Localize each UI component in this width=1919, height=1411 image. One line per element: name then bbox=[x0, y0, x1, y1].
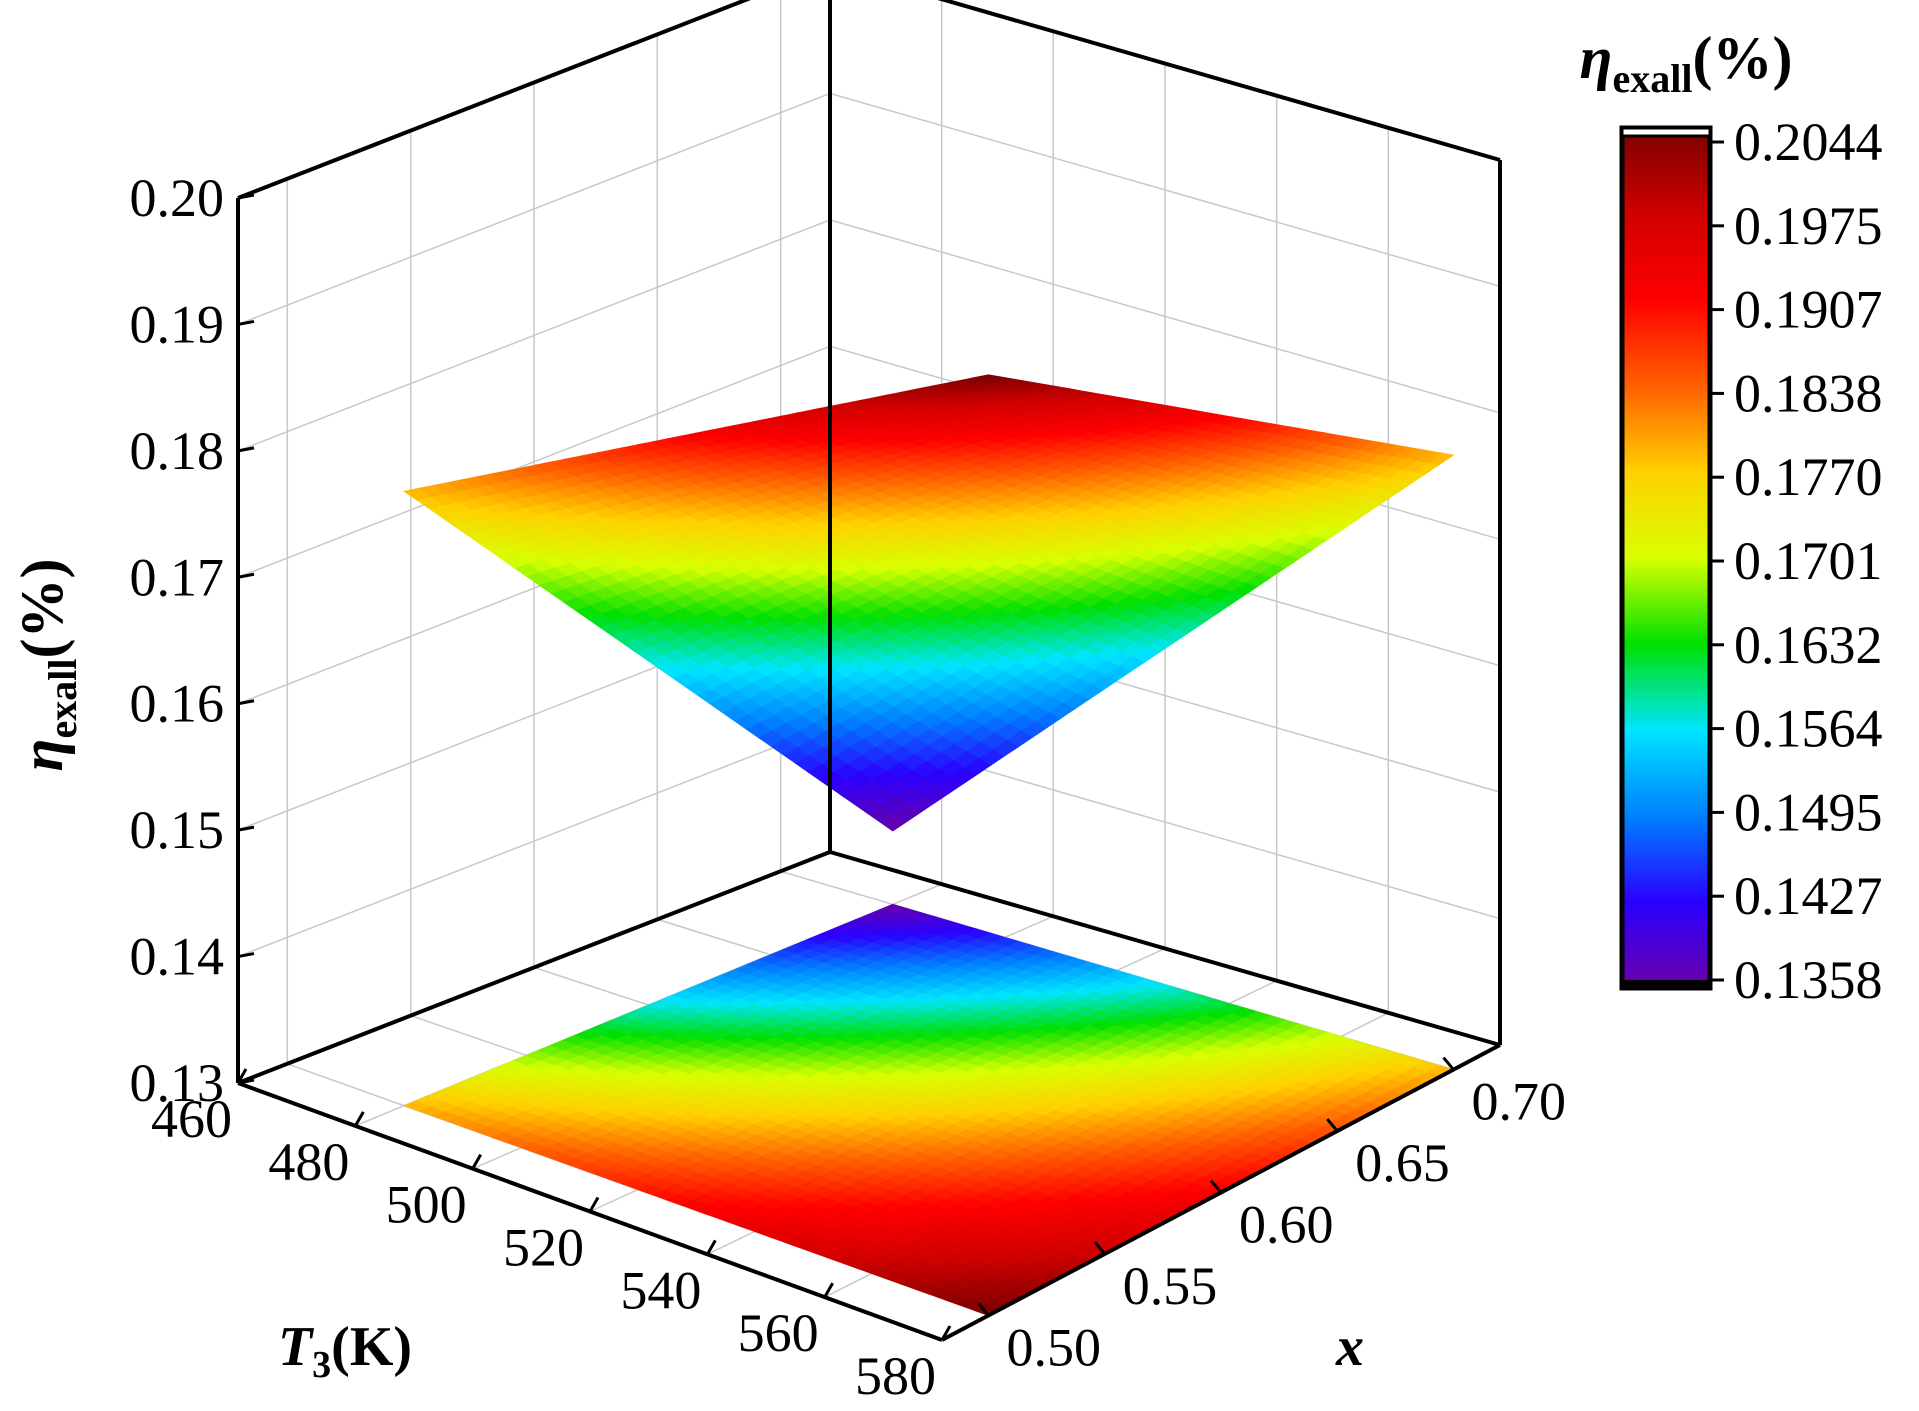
colorbar-over-cap bbox=[1620, 126, 1712, 138]
z-tick-mark bbox=[237, 572, 255, 579]
z-tick-mark bbox=[237, 825, 255, 832]
x-axis-title-rest: (K) bbox=[331, 1316, 412, 1378]
z-axis-title-sub: exall bbox=[40, 659, 85, 739]
z-tick-label: 0.18 bbox=[130, 421, 225, 481]
colorbar-tick-label: 0.1838 bbox=[1734, 363, 1883, 423]
colorbar-title: ηexall(%) bbox=[1580, 25, 1793, 101]
colorbar-tick-label: 0.1975 bbox=[1734, 196, 1883, 256]
y-tick-label: 0.60 bbox=[1239, 1195, 1334, 1255]
y-tick-label: 0.55 bbox=[1123, 1256, 1218, 1316]
grid-line-z bbox=[237, 0, 1501, 199]
z-tick-label: 0.14 bbox=[130, 927, 225, 987]
z-tick-label: 0.19 bbox=[130, 294, 225, 354]
z-axis-title-rest: (%) bbox=[9, 559, 75, 659]
grid-line-z bbox=[237, 92, 1501, 326]
colorbar-tick-label: 0.1495 bbox=[1734, 782, 1883, 842]
z-tick-label: 0.16 bbox=[130, 674, 225, 734]
z-tick-mark bbox=[237, 952, 255, 959]
colorbar-title-sub: exall bbox=[1612, 56, 1692, 101]
y-tick-label: 0.65 bbox=[1355, 1133, 1450, 1193]
colorbar-title-greek: η bbox=[1580, 25, 1613, 91]
x-tick-label: 480 bbox=[268, 1132, 349, 1192]
x-axis-title-italic: T bbox=[278, 1316, 315, 1378]
colorbar-gradient bbox=[1622, 128, 1710, 988]
z-axis-title: ηexall(%) bbox=[9, 559, 85, 772]
colorbar-tick-label: 0.1427 bbox=[1734, 866, 1883, 926]
colorbar: 0.2044 0.1975 0.1907 0.1838 0.1770 0.1701 0.16… bbox=[1619, 112, 1883, 1010]
z-axis-title-greek: η bbox=[9, 739, 75, 772]
colorbar-tick-label: 0.1701 bbox=[1734, 531, 1883, 591]
x-tick-label: 460 bbox=[151, 1089, 232, 1149]
z-tick-mark bbox=[237, 446, 255, 453]
x-axis-title-sub: 3 bbox=[312, 1344, 331, 1386]
x-tick-label: 580 bbox=[855, 1346, 936, 1406]
y-axis-title-italic: x bbox=[1335, 1316, 1364, 1378]
colorbar-tick-label: 0.2044 bbox=[1734, 112, 1883, 172]
colorbar-tick-label: 0.1770 bbox=[1734, 447, 1883, 507]
x-tick-label: 520 bbox=[503, 1218, 584, 1278]
colorbar-title-rest: (%) bbox=[1692, 25, 1792, 91]
surface-plot bbox=[403, 374, 1455, 832]
z-tick-mark bbox=[237, 319, 255, 326]
z-tick-mark bbox=[237, 699, 255, 706]
z-tick-label: 0.17 bbox=[130, 547, 225, 607]
y-tick-label: 0.50 bbox=[1007, 1317, 1102, 1377]
z-tick-label: 0.20 bbox=[130, 168, 225, 228]
colorbar-tick-label: 0.1358 bbox=[1734, 950, 1883, 1010]
y-axis-title: x bbox=[1335, 1316, 1364, 1378]
x-tick-label: 500 bbox=[386, 1175, 467, 1235]
floor-contour-projection bbox=[403, 903, 1455, 1316]
colorbar-tick-label: 0.1907 bbox=[1734, 280, 1883, 340]
x-tick-label: 560 bbox=[738, 1303, 819, 1363]
x-axis-title: T3(K) bbox=[278, 1316, 412, 1386]
colorbar-tick-label: 0.1632 bbox=[1734, 615, 1883, 675]
x-tick-label: 540 bbox=[620, 1260, 701, 1320]
colorbar-under-cap bbox=[1622, 980, 1710, 988]
colorbar-tick-label: 0.1564 bbox=[1734, 699, 1883, 759]
y-tick-label: 0.70 bbox=[1472, 1072, 1567, 1132]
z-tick-label: 0.15 bbox=[130, 800, 225, 860]
